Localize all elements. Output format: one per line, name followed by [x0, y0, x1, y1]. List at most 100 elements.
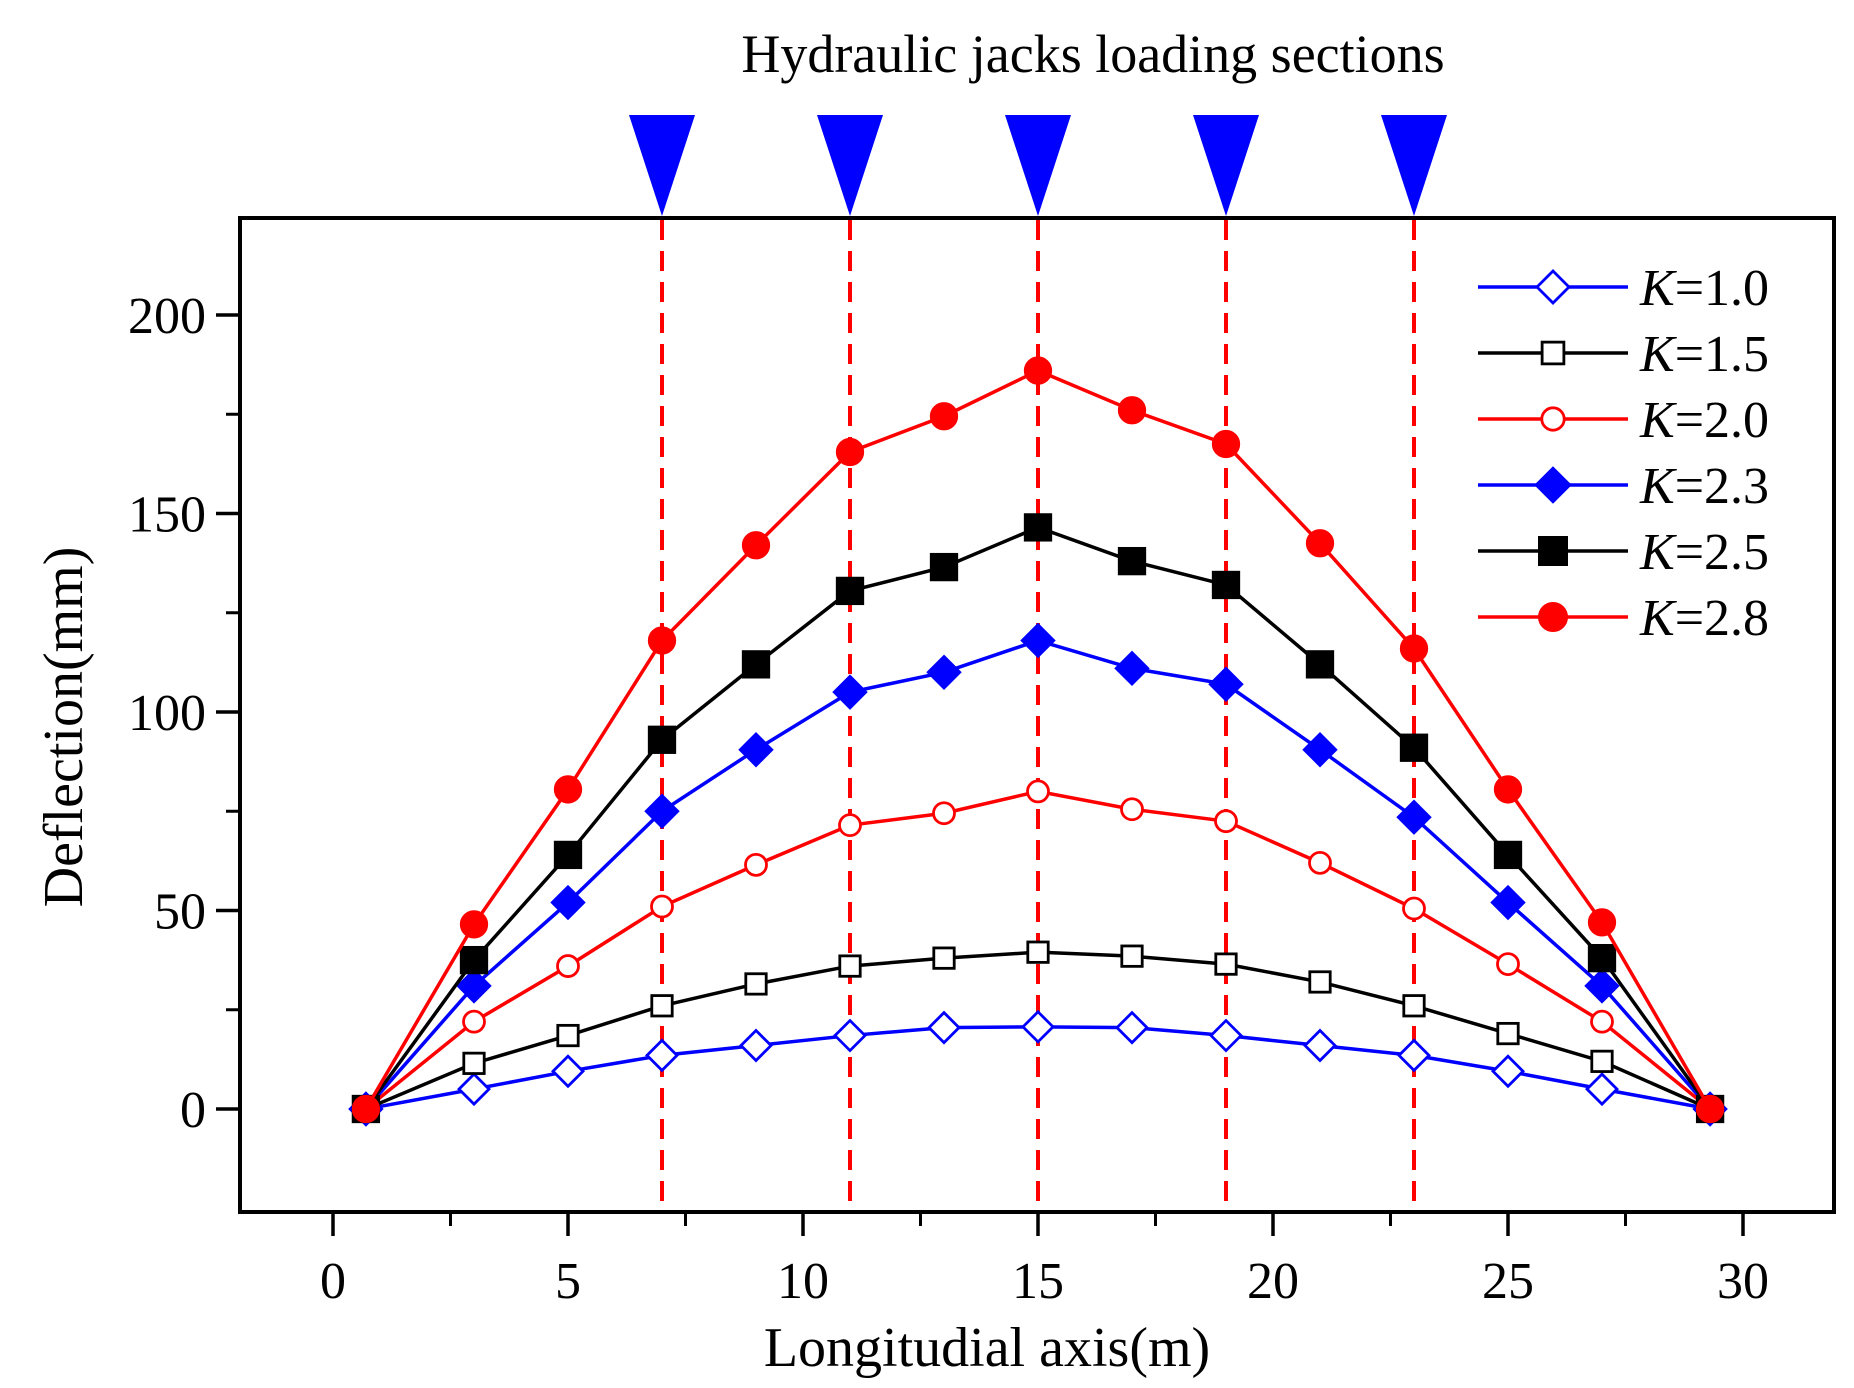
jack-triangle: [1193, 115, 1259, 216]
legend-item: K=1.5: [1478, 326, 1769, 383]
data-point: [644, 793, 680, 829]
data-point: [932, 801, 956, 826]
data-point: [457, 1072, 491, 1107]
data-point: [929, 402, 959, 431]
data-point: [1587, 943, 1617, 973]
data-point: [1208, 666, 1244, 702]
x-axis-ticks: 0 5 10 15 20 25 30: [320, 1214, 1769, 1310]
legend-label-variable: K: [1639, 392, 1677, 449]
legend-label-variable: K: [1639, 326, 1677, 383]
data-point: [1115, 1010, 1149, 1045]
legend-label-variable: K: [1639, 458, 1677, 515]
jack-triangle: [1381, 115, 1447, 216]
data-point: [1493, 775, 1523, 804]
legend-item: K=1.0: [1478, 260, 1769, 317]
data-point: [1023, 513, 1053, 542]
y-tick-label: 150: [128, 487, 206, 544]
data-point: [838, 813, 862, 838]
legend-label-variable: K: [1639, 260, 1677, 317]
legend-item: K=2.0: [1478, 392, 1769, 449]
legend-label-value: =2.8: [1675, 590, 1769, 647]
x-tick-label: 20: [1247, 1253, 1299, 1310]
data-point: [1590, 1049, 1614, 1073]
data-point: [1020, 622, 1056, 659]
data-point: [551, 1054, 585, 1089]
data-point: [459, 945, 489, 975]
data-point: [1308, 970, 1332, 994]
data-point: [744, 852, 768, 877]
data-point: [1402, 994, 1426, 1018]
jack-triangle: [1005, 115, 1071, 216]
y-axis-title: Deflection(mm): [33, 547, 95, 908]
data-point: [835, 576, 865, 606]
data-point: [741, 650, 771, 679]
data-point: [650, 894, 674, 919]
legend-label-value: =2.0: [1675, 392, 1769, 449]
data-point: [1021, 1009, 1055, 1044]
legend-label-variable: K: [1639, 590, 1677, 647]
data-point: [351, 1094, 381, 1124]
data-point: [1585, 1072, 1619, 1107]
legend-label: K=2.3: [1639, 458, 1769, 515]
data-point: [932, 946, 956, 970]
y-tick-label: 50: [154, 884, 206, 941]
data-point: [1117, 546, 1147, 576]
data-point: [556, 1023, 580, 1048]
jack-markers: [629, 115, 1447, 216]
data-point: [1305, 529, 1335, 558]
legend: K=1.0K=1.5K=2.0K=2.3K=2.5K=2.8: [1478, 260, 1769, 647]
data-point: [1026, 940, 1050, 964]
data-point: [1308, 850, 1332, 875]
data-point: [1214, 952, 1238, 976]
data-point: [550, 884, 586, 921]
series-k-2-0: [353, 779, 1722, 1121]
data-point: [838, 954, 862, 978]
data-point: [1397, 1038, 1431, 1073]
y-axis-ticks: 0 50 100 150 200: [128, 288, 238, 1139]
plot-frame: [238, 216, 1836, 1214]
data-point: [1305, 650, 1335, 679]
data-point: [1493, 840, 1523, 870]
data-point: [832, 674, 868, 710]
x-tick-label: 10: [777, 1253, 829, 1310]
legend-label-value: =2.5: [1675, 524, 1769, 581]
legend-item: K=2.8: [1478, 590, 1769, 647]
series-k-2-5: [351, 513, 1725, 1124]
data-point: [1211, 570, 1241, 600]
data-point: [553, 840, 583, 870]
legend-marker: [1535, 269, 1571, 305]
data-point: [647, 725, 677, 754]
legend-marker: [1540, 340, 1566, 366]
data-point: [1490, 884, 1526, 921]
data-point: [645, 1038, 679, 1073]
data-point: [456, 968, 492, 1004]
data-point: [1303, 1028, 1337, 1063]
data-point: [1120, 797, 1144, 822]
x-tick-label: 15: [1012, 1253, 1064, 1310]
legend-label: K=2.0: [1639, 392, 1769, 449]
legend-marker: [1540, 406, 1566, 432]
data-point: [1399, 634, 1429, 663]
y-tick-label: 200: [128, 288, 206, 345]
data-point: [1214, 809, 1238, 834]
data-point: [1026, 779, 1050, 804]
y-tick-label: 0: [180, 1082, 206, 1139]
legend-label: K=1.5: [1639, 326, 1769, 383]
data-point: [1584, 968, 1620, 1004]
data-point: [459, 910, 489, 939]
data-point: [929, 552, 959, 582]
data-point: [1023, 356, 1053, 385]
data-point: [1695, 1094, 1725, 1124]
chart-top-annotation: Hydraulic jacks loading sections: [741, 24, 1444, 84]
legend-label: K=2.8: [1639, 590, 1769, 647]
data-point: [1117, 396, 1147, 425]
data-point: [744, 972, 768, 996]
data-point: [738, 731, 774, 768]
data-point: [926, 654, 962, 691]
data-point: [556, 954, 580, 978]
data-point: [1587, 908, 1617, 937]
data-point: [833, 1018, 867, 1053]
x-tick-label: 25: [1482, 1253, 1534, 1310]
legend-marker: [1538, 536, 1569, 567]
data-point: [741, 531, 771, 560]
